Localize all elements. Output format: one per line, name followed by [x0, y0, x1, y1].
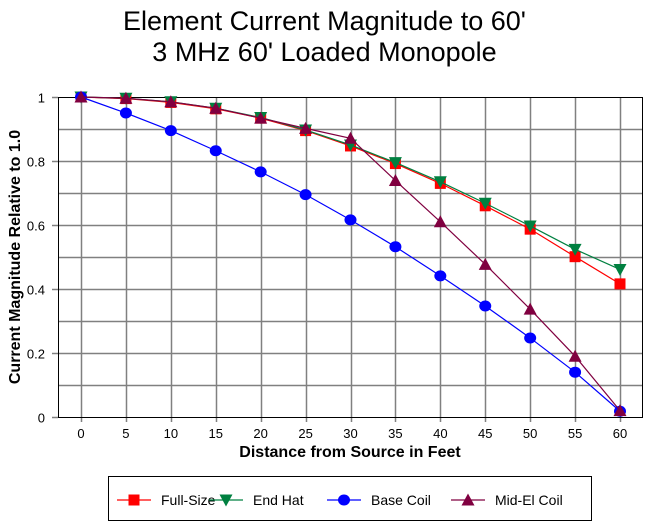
legend-item: Base Coil: [327, 477, 431, 522]
x-tick-label: 30: [343, 426, 357, 441]
data-point-marker: [389, 241, 402, 253]
legend-marker: [338, 494, 350, 505]
x-tick-label: 10: [164, 426, 178, 441]
x-tick-label: 55: [568, 426, 582, 441]
series-layer: [74, 90, 627, 417]
data-point-marker: [119, 107, 132, 119]
y-tick-label: 0.6: [27, 219, 45, 234]
legend-label: Mid-El Coil: [495, 491, 563, 508]
y-axis-label: Current Magnitude Relative to 1.0: [7, 130, 24, 384]
legend-label: End Hat: [253, 491, 304, 508]
data-point-marker: [344, 214, 357, 226]
data-point-marker: [433, 176, 447, 189]
x-tick-label: 0: [77, 426, 84, 441]
data-point-marker: [478, 257, 492, 270]
y-tick-label: 0.2: [27, 347, 45, 362]
data-point-marker: [388, 174, 402, 187]
data-point-marker: [433, 215, 447, 228]
legend-label: Full-Size: [161, 491, 216, 508]
data-point-marker: [344, 131, 357, 144]
x-axis-ticks: 0 5 10 15 20 25 30 35 40 45 50 55 60: [77, 426, 627, 441]
data-point-marker: [388, 157, 402, 170]
data-point-marker: [524, 332, 537, 344]
x-axis-label: Distance from Source in Feet: [239, 444, 461, 461]
legend-item: Full-Size: [117, 477, 215, 522]
data-point-marker: [254, 166, 267, 178]
data-point-marker: [209, 101, 223, 114]
series-line: [80, 96, 621, 285]
chart-subtitle: 3 MHz 60' Loaded Monopole: [152, 37, 497, 67]
data-point-marker: [254, 111, 268, 124]
data-point-marker: [299, 189, 312, 201]
legend-marker: [128, 494, 140, 505]
data-point-marker: [74, 90, 88, 103]
x-tick-label: 60: [613, 426, 627, 441]
data-point-marker: [164, 95, 178, 108]
legend-item: End Hat: [209, 477, 304, 522]
x-tick-label: 20: [253, 426, 267, 441]
data-point-marker: [299, 121, 313, 134]
data-point-marker: [613, 263, 627, 276]
data-point-marker: [568, 349, 582, 362]
legend-item: Mid-El Coil: [451, 477, 563, 522]
legend-swatch-circle-icon: [327, 494, 361, 505]
y-tick-label: 0: [38, 411, 45, 426]
data-point-marker: [569, 366, 582, 378]
series-mid-el-coil: [74, 90, 627, 417]
legend-swatch-square-icon: [117, 494, 151, 505]
chart-title: Element Current Magnitude to 60': [123, 6, 526, 36]
legend-swatch-triangle-up-icon: [451, 493, 485, 505]
legend-label: Base Coil: [371, 491, 431, 508]
x-tick-label: 15: [209, 426, 223, 441]
data-point-marker: [523, 302, 537, 315]
y-tick-label: 1: [38, 91, 45, 106]
y-axis-ticks: 0 0.2 0.4 0.6 0.8 1: [27, 91, 58, 426]
data-point-marker: [523, 220, 537, 233]
plot-frame: [58, 97, 643, 418]
legend-marker: [461, 493, 475, 505]
y-tick-label: 0.8: [27, 155, 45, 170]
data-point-marker: [209, 145, 222, 157]
chart-plot: 00.20.40.60.81 0 5 10 15 20 25 30 35 40 45 50 55 60 …: [7, 90, 643, 461]
legend-swatch-triangle-down-icon: [209, 494, 243, 506]
legend: Full-Size End Hat Base Coil Mid-El Coil: [108, 476, 592, 521]
x-tick-label: 25: [298, 426, 312, 441]
data-point-marker: [164, 125, 177, 137]
y-tick-label: 0.4: [27, 283, 45, 298]
x-tick-label: 40: [433, 426, 447, 441]
x-tick-label: 35: [388, 426, 402, 441]
data-point-marker: [568, 243, 582, 256]
data-point-marker: [569, 251, 581, 263]
series-full-size: [75, 91, 626, 290]
series-line: [80, 96, 621, 271]
data-point-marker: [614, 278, 626, 290]
data-point-marker: [613, 404, 627, 417]
data-point-marker: [119, 91, 133, 104]
x-tick-label: 50: [523, 426, 537, 441]
x-tick-label: 5: [122, 426, 129, 441]
data-point-marker: [434, 270, 447, 282]
x-tick-label: 45: [478, 426, 492, 441]
series-end-hat: [74, 91, 627, 276]
legend-marker: [219, 494, 233, 506]
data-point-marker: [478, 197, 492, 210]
data-point-marker: [479, 300, 492, 312]
